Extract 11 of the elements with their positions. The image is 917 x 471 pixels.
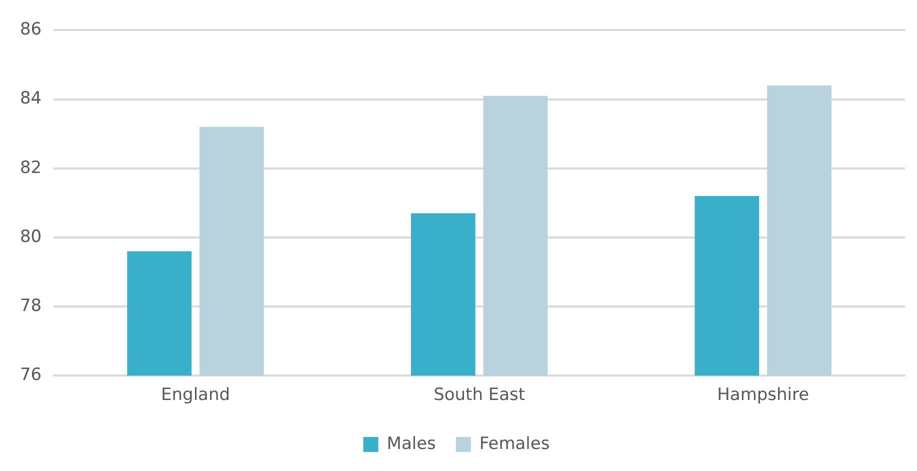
legend-label: Males [386,434,436,454]
legend-label: Females [479,434,550,454]
x-tick-label: Hampshire [717,385,810,406]
y-tick-label: 76 [20,365,42,386]
y-tick-label: 84 [20,88,42,109]
x-tick-label: South East [434,385,526,406]
y-tick-label: 82 [20,158,42,178]
y-tick-label: 80 [20,226,42,247]
y-tick-label: 78 [20,296,42,316]
x-tick-label: England [161,385,230,406]
y-tick-label: 86 [20,20,42,40]
